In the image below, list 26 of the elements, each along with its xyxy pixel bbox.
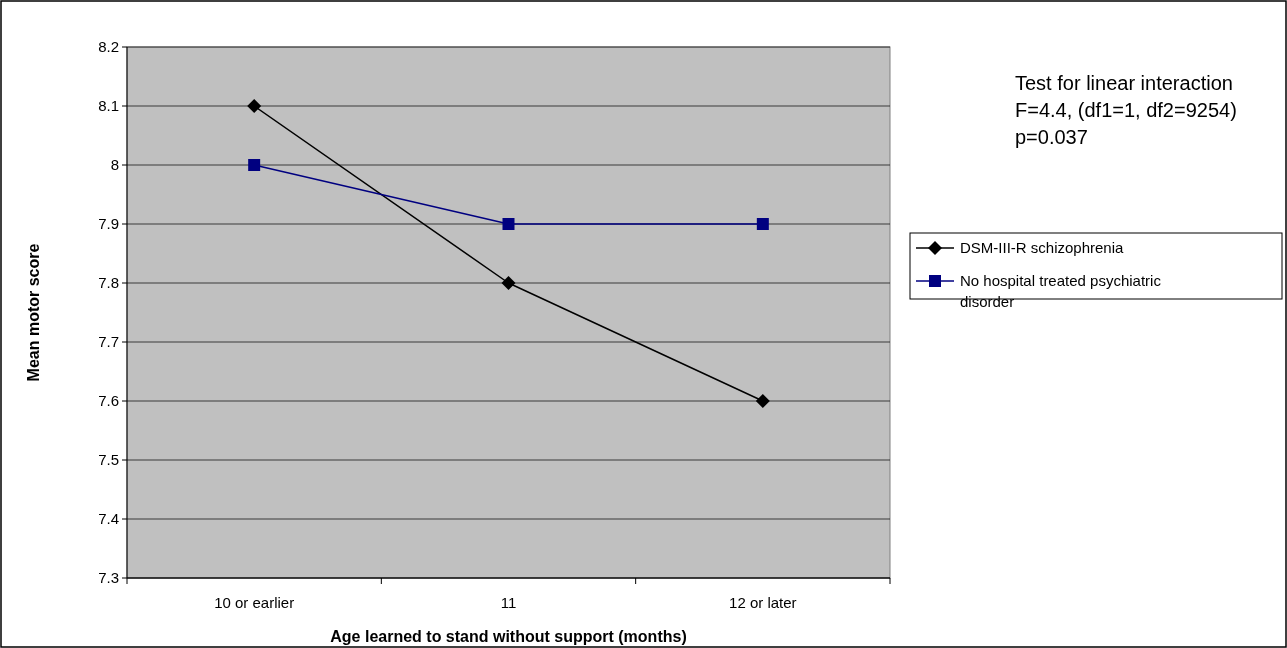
x-tick-label: 10 or earlier: [214, 594, 295, 611]
y-tick-label: 7.7: [98, 333, 119, 351]
point: [247, 99, 262, 113]
point: [248, 159, 261, 171]
x-tick-label: 12 or later: [729, 594, 797, 611]
text: p=0.037: [1015, 126, 1088, 148]
text: F=4.4, (df1=1, df2=9254): [1015, 99, 1237, 121]
y-tick-label: 7.3: [98, 569, 119, 587]
y-tick-label: 7.8: [98, 274, 119, 292]
y-tick-label: 8.2: [98, 38, 119, 56]
point: [755, 394, 770, 408]
y-tick-label: 8: [110, 156, 119, 174]
y-tick-label: 8.1: [98, 97, 119, 115]
legend-label: DSM-III-R schizophrenia: [960, 239, 1125, 257]
point: [502, 218, 515, 230]
y-tick-label: 7.6: [98, 392, 119, 410]
point: [501, 276, 516, 290]
point: [756, 218, 769, 230]
text: Test for linear interaction: [1015, 72, 1233, 94]
x-tick-label: 11: [500, 594, 517, 611]
y-axis-title: Mean motor score: [25, 243, 42, 382]
x-axis-title: Age learned to stand without support (months): [330, 628, 687, 645]
y-tick-label: 7.9: [98, 215, 119, 233]
y-tick-label: 7.5: [98, 451, 119, 469]
legend-label: No hospital treated psychiatric disorder: [960, 272, 1162, 311]
y-tick-label: 7.4: [98, 510, 119, 528]
